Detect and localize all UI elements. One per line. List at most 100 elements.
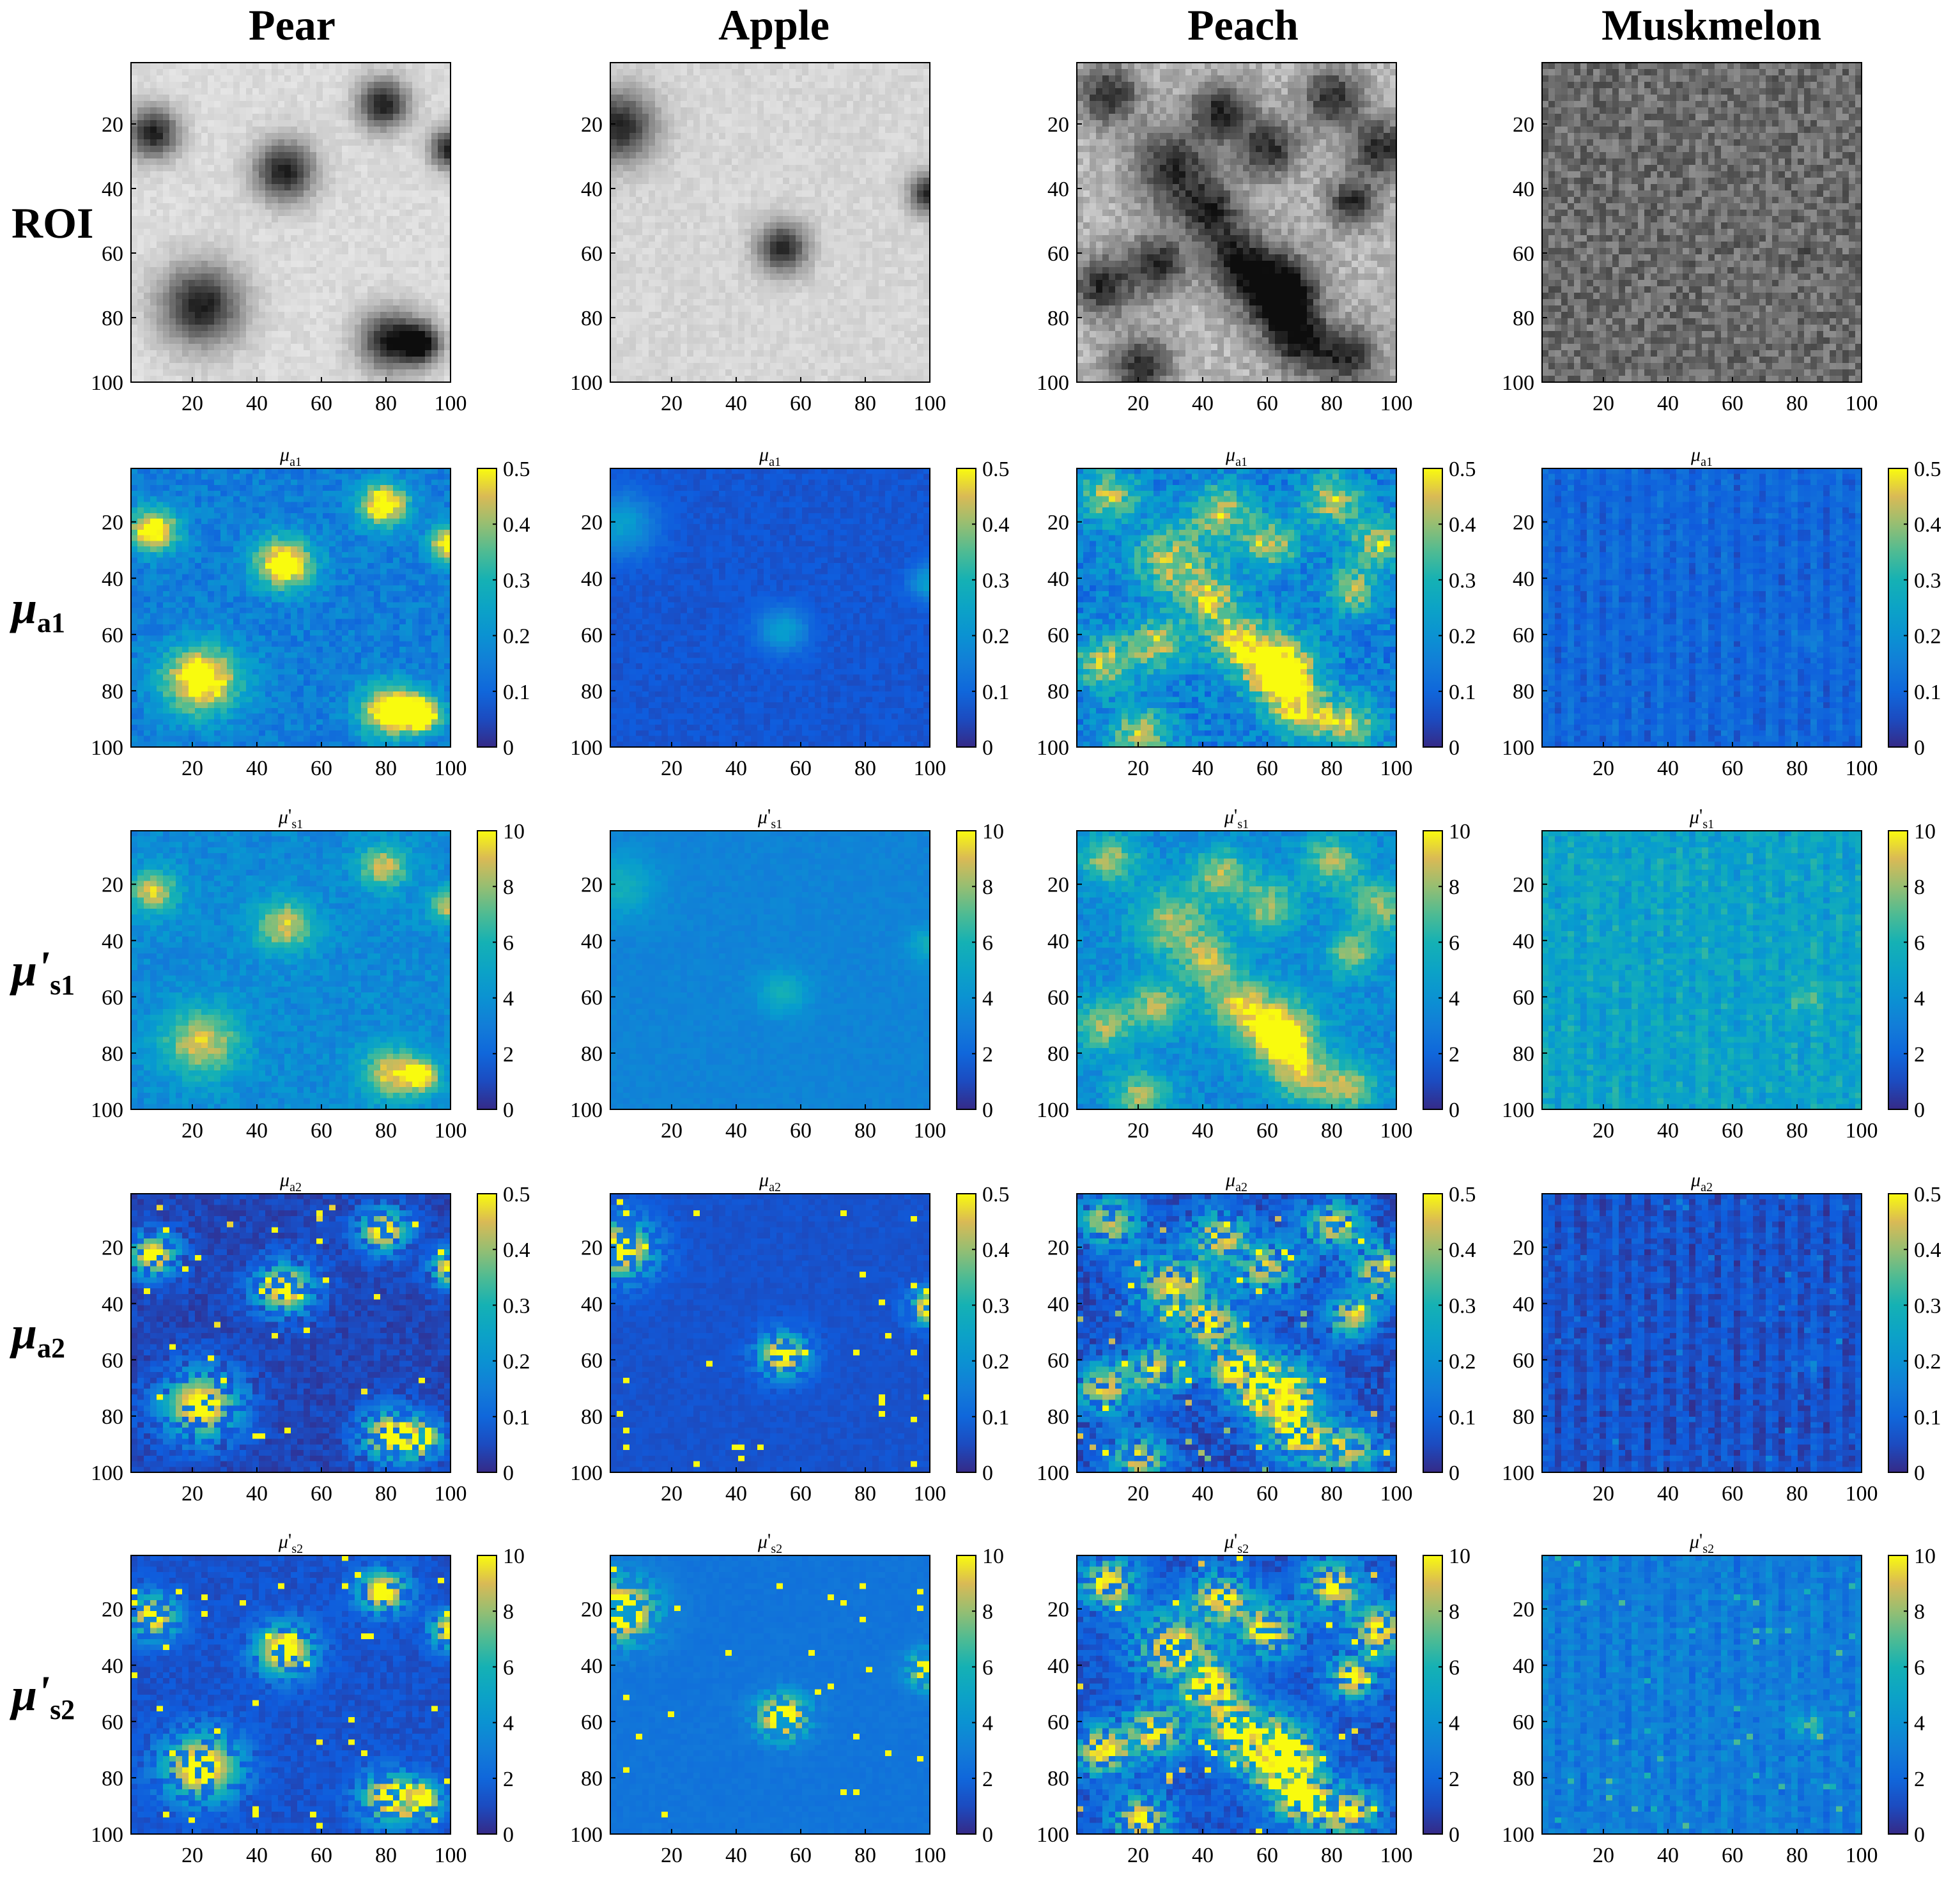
panel-mus1-muskmelon: μ's1 20 40 60 80 100 20 40 60 80 100 0 2 4 6 8 10 (1502, 805, 1936, 1143)
y-tick-label: 100 (570, 371, 603, 395)
x-tick-label: 80 (854, 1844, 876, 1867)
colorbar-tick-label: 0 (1449, 1461, 1460, 1485)
x-tick-label: 40 (1192, 757, 1214, 780)
colorbar-tick-label: 0 (503, 1099, 514, 1122)
y-tick-label: 20 (581, 874, 603, 897)
y-tick-label: 100 (1502, 1823, 1534, 1847)
axes-box (130, 1193, 451, 1473)
y-tick-label: 80 (1047, 1767, 1069, 1791)
y-tick-label: 20 (102, 1237, 123, 1260)
y-tick-label: 100 (570, 1823, 603, 1847)
axes-box (1541, 62, 1862, 383)
y-tick-label: 60 (581, 1349, 603, 1373)
axes-box (610, 830, 930, 1110)
y-tick-label: 60 (581, 242, 603, 266)
x-tick-label: 20 (661, 757, 683, 780)
y-tick-label: 80 (1047, 680, 1069, 704)
column-title-pear: Pear (249, 1, 336, 49)
y-tick-label: 60 (581, 1711, 603, 1734)
colorbar-tick-label: 8 (503, 875, 514, 899)
colorbar-tick-label: 8 (1914, 875, 1925, 899)
colorbar-tick-label: 0.2 (1914, 625, 1941, 649)
y-tick-label: 40 (102, 567, 123, 591)
x-tick-label: 20 (181, 1119, 203, 1143)
panel-title: μ's1 (1689, 805, 1714, 831)
colorbar-tick-label: 4 (503, 987, 514, 1011)
colorbar-tick-label: 0.4 (982, 513, 1010, 537)
y-tick-label: 40 (1047, 567, 1069, 591)
y-tick-label: 100 (91, 1099, 123, 1122)
axes-box (1541, 1193, 1862, 1473)
colorbar-tick-label: 0.5 (503, 458, 530, 481)
x-tick-label: 100 (1380, 1119, 1413, 1143)
colorbar-tick-label: 0.1 (1914, 681, 1941, 704)
y-tick-label: 20 (581, 511, 603, 535)
x-tick-label: 20 (181, 1844, 203, 1867)
y-tick-label: 80 (102, 1767, 123, 1791)
y-tick-label: 100 (1502, 1099, 1534, 1122)
colorbar (1888, 1555, 1908, 1835)
y-tick-label: 100 (570, 1461, 603, 1485)
y-tick-label: 100 (570, 736, 603, 760)
x-tick-label: 80 (854, 757, 876, 780)
colorbar (1423, 1193, 1443, 1473)
x-tick-label: 80 (1786, 1119, 1808, 1143)
x-tick-label: 100 (435, 1119, 467, 1143)
panel-title: μa1 (279, 444, 302, 469)
colorbar-tick-label: 10 (1914, 1545, 1936, 1568)
y-tick-label: 100 (91, 736, 123, 760)
panel-title: μa1 (1690, 444, 1713, 469)
y-tick-label: 100 (91, 1823, 123, 1847)
y-tick-label: 40 (102, 930, 123, 953)
y-tick-label: 40 (1047, 1293, 1069, 1316)
y-tick-label: 80 (1513, 307, 1534, 330)
y-tick-label: 40 (1513, 178, 1534, 201)
colorbar-tick-label: 0.4 (982, 1238, 1010, 1262)
panel-roi-muskmelon: 20 40 60 80 100 20 40 60 80 100 (1502, 62, 1878, 415)
x-tick-label: 20 (1127, 1844, 1149, 1867)
x-tick-label: 20 (1593, 1482, 1614, 1506)
y-tick-label: 40 (581, 930, 603, 953)
x-tick-label: 80 (854, 1482, 876, 1506)
panel-mua2-peach: μa2 20 40 60 80 100 20 40 60 80 100 0 0.1 0.2 0.3 0.4 0.… (1037, 1169, 1476, 1506)
y-tick-label: 40 (1047, 178, 1069, 201)
heatmap-image (131, 831, 451, 1109)
colorbar-tick-label: 4 (1914, 1712, 1925, 1736)
y-tick-label: 40 (102, 1293, 123, 1316)
x-tick-label: 60 (790, 392, 812, 415)
colorbar-tick-label: 0.5 (503, 1183, 530, 1207)
colorbar-tick-label: 0.1 (1449, 681, 1476, 704)
colorbar-tick-label: 0.3 (982, 1294, 1010, 1318)
colorbar-tick-label: 0 (982, 1461, 993, 1485)
heatmap-image (1542, 468, 1862, 747)
heatmap-image (610, 1194, 930, 1472)
y-tick-label: 60 (1047, 1711, 1069, 1734)
x-tick-label: 60 (311, 1482, 332, 1506)
y-tick-label: 20 (1047, 874, 1069, 897)
x-tick-label: 100 (1380, 392, 1413, 415)
colorbar (956, 1555, 976, 1835)
x-tick-label: 60 (790, 1482, 812, 1506)
axes-box (1541, 830, 1862, 1110)
y-tick-label: 60 (1047, 1349, 1069, 1373)
x-tick-label: 100 (435, 392, 467, 415)
column-title-muskmelon: Muskmelon (1601, 1, 1821, 49)
heatmap-image (1077, 831, 1396, 1109)
y-tick-label: 40 (1513, 567, 1534, 591)
colorbar (477, 468, 497, 748)
x-tick-label: 60 (1256, 1482, 1278, 1506)
colorbar-tick-label: 6 (1914, 1656, 1925, 1679)
y-tick-label: 100 (1502, 736, 1534, 760)
y-tick-label: 20 (1513, 874, 1534, 897)
colorbar-tick-label: 0.4 (1914, 513, 1941, 537)
heatmap-image (1542, 63, 1862, 382)
colorbar-tick-label: 10 (982, 1545, 1004, 1568)
axes-box (130, 1555, 451, 1835)
axes-box (130, 62, 451, 383)
y-tick-label: 80 (1513, 1405, 1534, 1429)
panel-mua1-peach: μa1 20 40 60 80 100 20 40 60 80 100 0 0.1 0.2 0.3 0.4 0.… (1037, 444, 1476, 780)
panel-mus2-apple: μ's2 20 40 60 80 100 20 40 60 80 100 0 2 4 6 8 10 (570, 1530, 1004, 1867)
x-tick-label: 60 (790, 1119, 812, 1143)
y-tick-label: 80 (581, 680, 603, 704)
x-tick-label: 40 (1657, 1482, 1679, 1506)
